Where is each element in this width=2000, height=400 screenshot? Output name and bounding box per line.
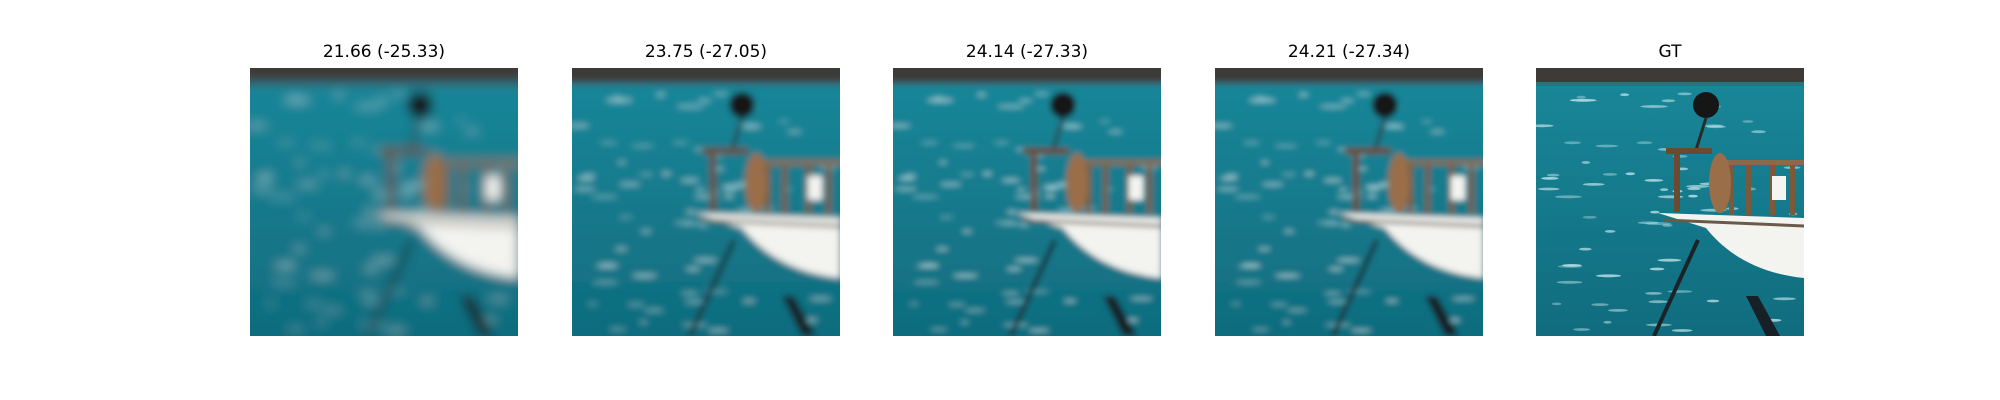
panel-title: GT bbox=[1658, 42, 1682, 62]
reconstruction-image bbox=[250, 68, 518, 336]
reconstruction-image bbox=[1215, 68, 1483, 336]
ground-truth-image bbox=[1536, 68, 1804, 336]
panel-title: 21.66 (-25.33) bbox=[322, 42, 446, 62]
panel-title: 24.21 (-27.34) bbox=[1287, 42, 1411, 62]
reconstruction-image bbox=[572, 68, 840, 336]
panel-title: 23.75 (-27.05) bbox=[644, 42, 768, 62]
panel-title: 24.14 (-27.33) bbox=[965, 42, 1089, 62]
reconstruction-image bbox=[893, 68, 1161, 336]
